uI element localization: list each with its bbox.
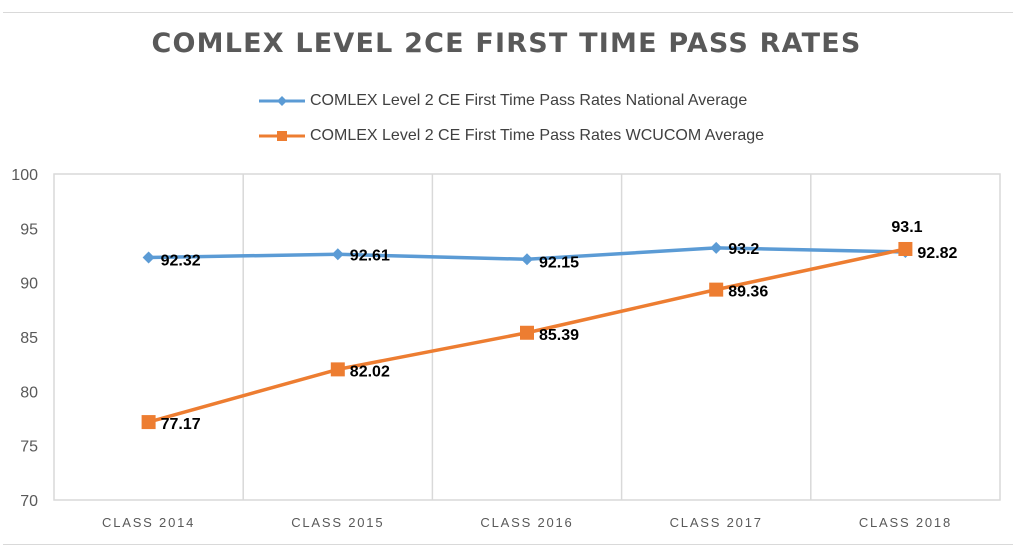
data-point-square <box>330 362 345 377</box>
data-point-diamond <box>331 248 344 261</box>
data-label: 92.61 <box>350 247 390 264</box>
legend-marker-square-icon <box>259 131 305 141</box>
chart-frame-top-border <box>3 12 1013 13</box>
y-tick-label: 70 <box>20 493 38 510</box>
chart-frame-bottom-border <box>3 544 1013 545</box>
data-label: 92.82 <box>917 245 957 262</box>
data-point-diamond <box>710 241 723 254</box>
data-point-diamond <box>521 253 533 266</box>
y-tick-label: 100 <box>11 167 38 184</box>
y-tick-label: 85 <box>20 330 38 347</box>
x-tick-label: CLASS 2015 <box>291 515 384 530</box>
legend-marker-diamond-icon <box>259 96 305 106</box>
legend-label-wcucom: COMLEX Level 2 CE First Time Pass Rates … <box>310 127 765 144</box>
data-label: 93.1 <box>891 219 922 236</box>
legend-label-national: COMLEX Level 2 CE First Time Pass Rates … <box>310 92 748 109</box>
data-label: 85.39 <box>539 327 579 344</box>
data-labels: 92.32 92.61 92.15 93.2 92.82 77.17 82.02 85.39 8… <box>161 219 958 433</box>
data-point-square <box>709 282 724 297</box>
y-tick-label: 90 <box>20 276 38 293</box>
y-tick-label: 80 <box>20 384 38 401</box>
x-tick-label: CLASS 2016 <box>480 515 573 530</box>
x-tick-label: CLASS 2018 <box>859 515 952 530</box>
plot-area-border <box>53 173 1001 501</box>
data-point-diamond <box>142 251 155 264</box>
data-label: 93.2 <box>728 241 759 258</box>
x-tick-label: CLASS 2017 <box>670 515 763 530</box>
x-tick-label: CLASS 2014 <box>102 515 195 530</box>
legend-item-wcucom: COMLEX Level 2 CE First Time Pass Rates … <box>258 127 764 145</box>
data-label: 89.36 <box>728 284 768 301</box>
data-label: 77.17 <box>161 416 201 433</box>
data-point-square <box>141 415 156 430</box>
data-label: 82.02 <box>350 363 390 380</box>
axes: 70 75 80 85 90 95 100 CLASS 2014 CLASS 2015 CLASS… <box>11 167 952 530</box>
legend-item-national: COMLEX Level 2 CE First Time Pass Rates … <box>258 92 747 110</box>
y-tick-label: 75 <box>20 439 38 456</box>
data-label: 92.32 <box>161 252 201 269</box>
data-point-square <box>898 241 913 256</box>
chart-title: COMLEX LEVEL 2CE FIRST TIME PASS RATES <box>151 28 862 59</box>
data-point-square <box>520 325 534 340</box>
data-label: 92.15 <box>539 254 579 271</box>
series-group <box>141 241 913 430</box>
gridlines <box>53 173 1001 501</box>
y-tick-label: 95 <box>20 221 38 238</box>
